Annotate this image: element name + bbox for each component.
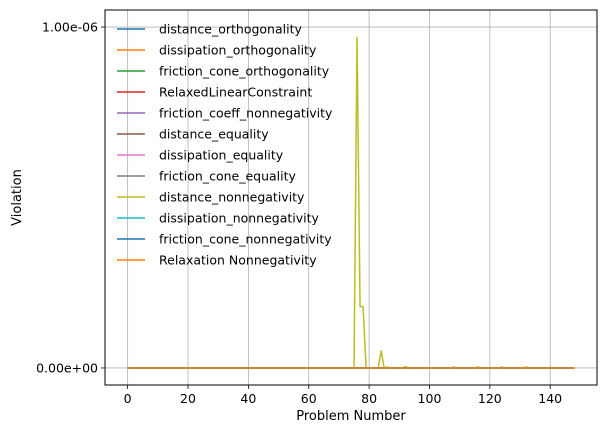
x-tick-label: 0 bbox=[124, 391, 132, 406]
legend-entry: friction_cone_orthogonality bbox=[159, 64, 330, 79]
x-tick-label: 60 bbox=[301, 391, 317, 406]
x-axis-ticks: 0 20 40 60 80 100 120 140 bbox=[124, 385, 562, 406]
y-tick-label: 1.00e-06 bbox=[42, 20, 98, 35]
x-tick-label: 80 bbox=[361, 391, 377, 406]
legend-entry: distance_nonnegativity bbox=[159, 190, 305, 205]
series-lines bbox=[127, 36, 575, 369]
legend-entry: distance_equality bbox=[159, 127, 269, 142]
y-axis-ticks: 0.00e+00 1.00e-06 bbox=[36, 20, 105, 375]
x-tick-label: 120 bbox=[478, 391, 502, 406]
x-tick-label: 140 bbox=[538, 391, 562, 406]
x-axis-label: Problem Number bbox=[296, 409, 406, 424]
x-tick-label: 100 bbox=[418, 391, 442, 406]
legend-entry: friction_cone_nonnegativity bbox=[159, 232, 332, 247]
legend: distance_orthogonality dissipation_orthog… bbox=[117, 22, 333, 268]
legend-entry: Relaxation Nonnegativity bbox=[159, 253, 317, 268]
y-axis-label: Violation bbox=[10, 169, 25, 226]
legend-entry: dissipation_nonnegativity bbox=[159, 211, 320, 226]
x-tick-label: 40 bbox=[240, 391, 256, 406]
legend-entry: friction_cone_equality bbox=[159, 169, 297, 184]
y-tick-label: 0.00e+00 bbox=[36, 360, 98, 375]
legend-entry: distance_orthogonality bbox=[159, 22, 302, 37]
legend-entry: RelaxedLinearConstraint bbox=[159, 85, 312, 100]
x-tick-label: 20 bbox=[180, 391, 196, 406]
legend-entry: dissipation_equality bbox=[159, 148, 284, 163]
plot-area-frame bbox=[104, 9, 598, 386]
legend-entry: friction_coeff_nonnegativity bbox=[159, 106, 333, 121]
legend-entry: dissipation_orthogonality bbox=[159, 43, 317, 58]
